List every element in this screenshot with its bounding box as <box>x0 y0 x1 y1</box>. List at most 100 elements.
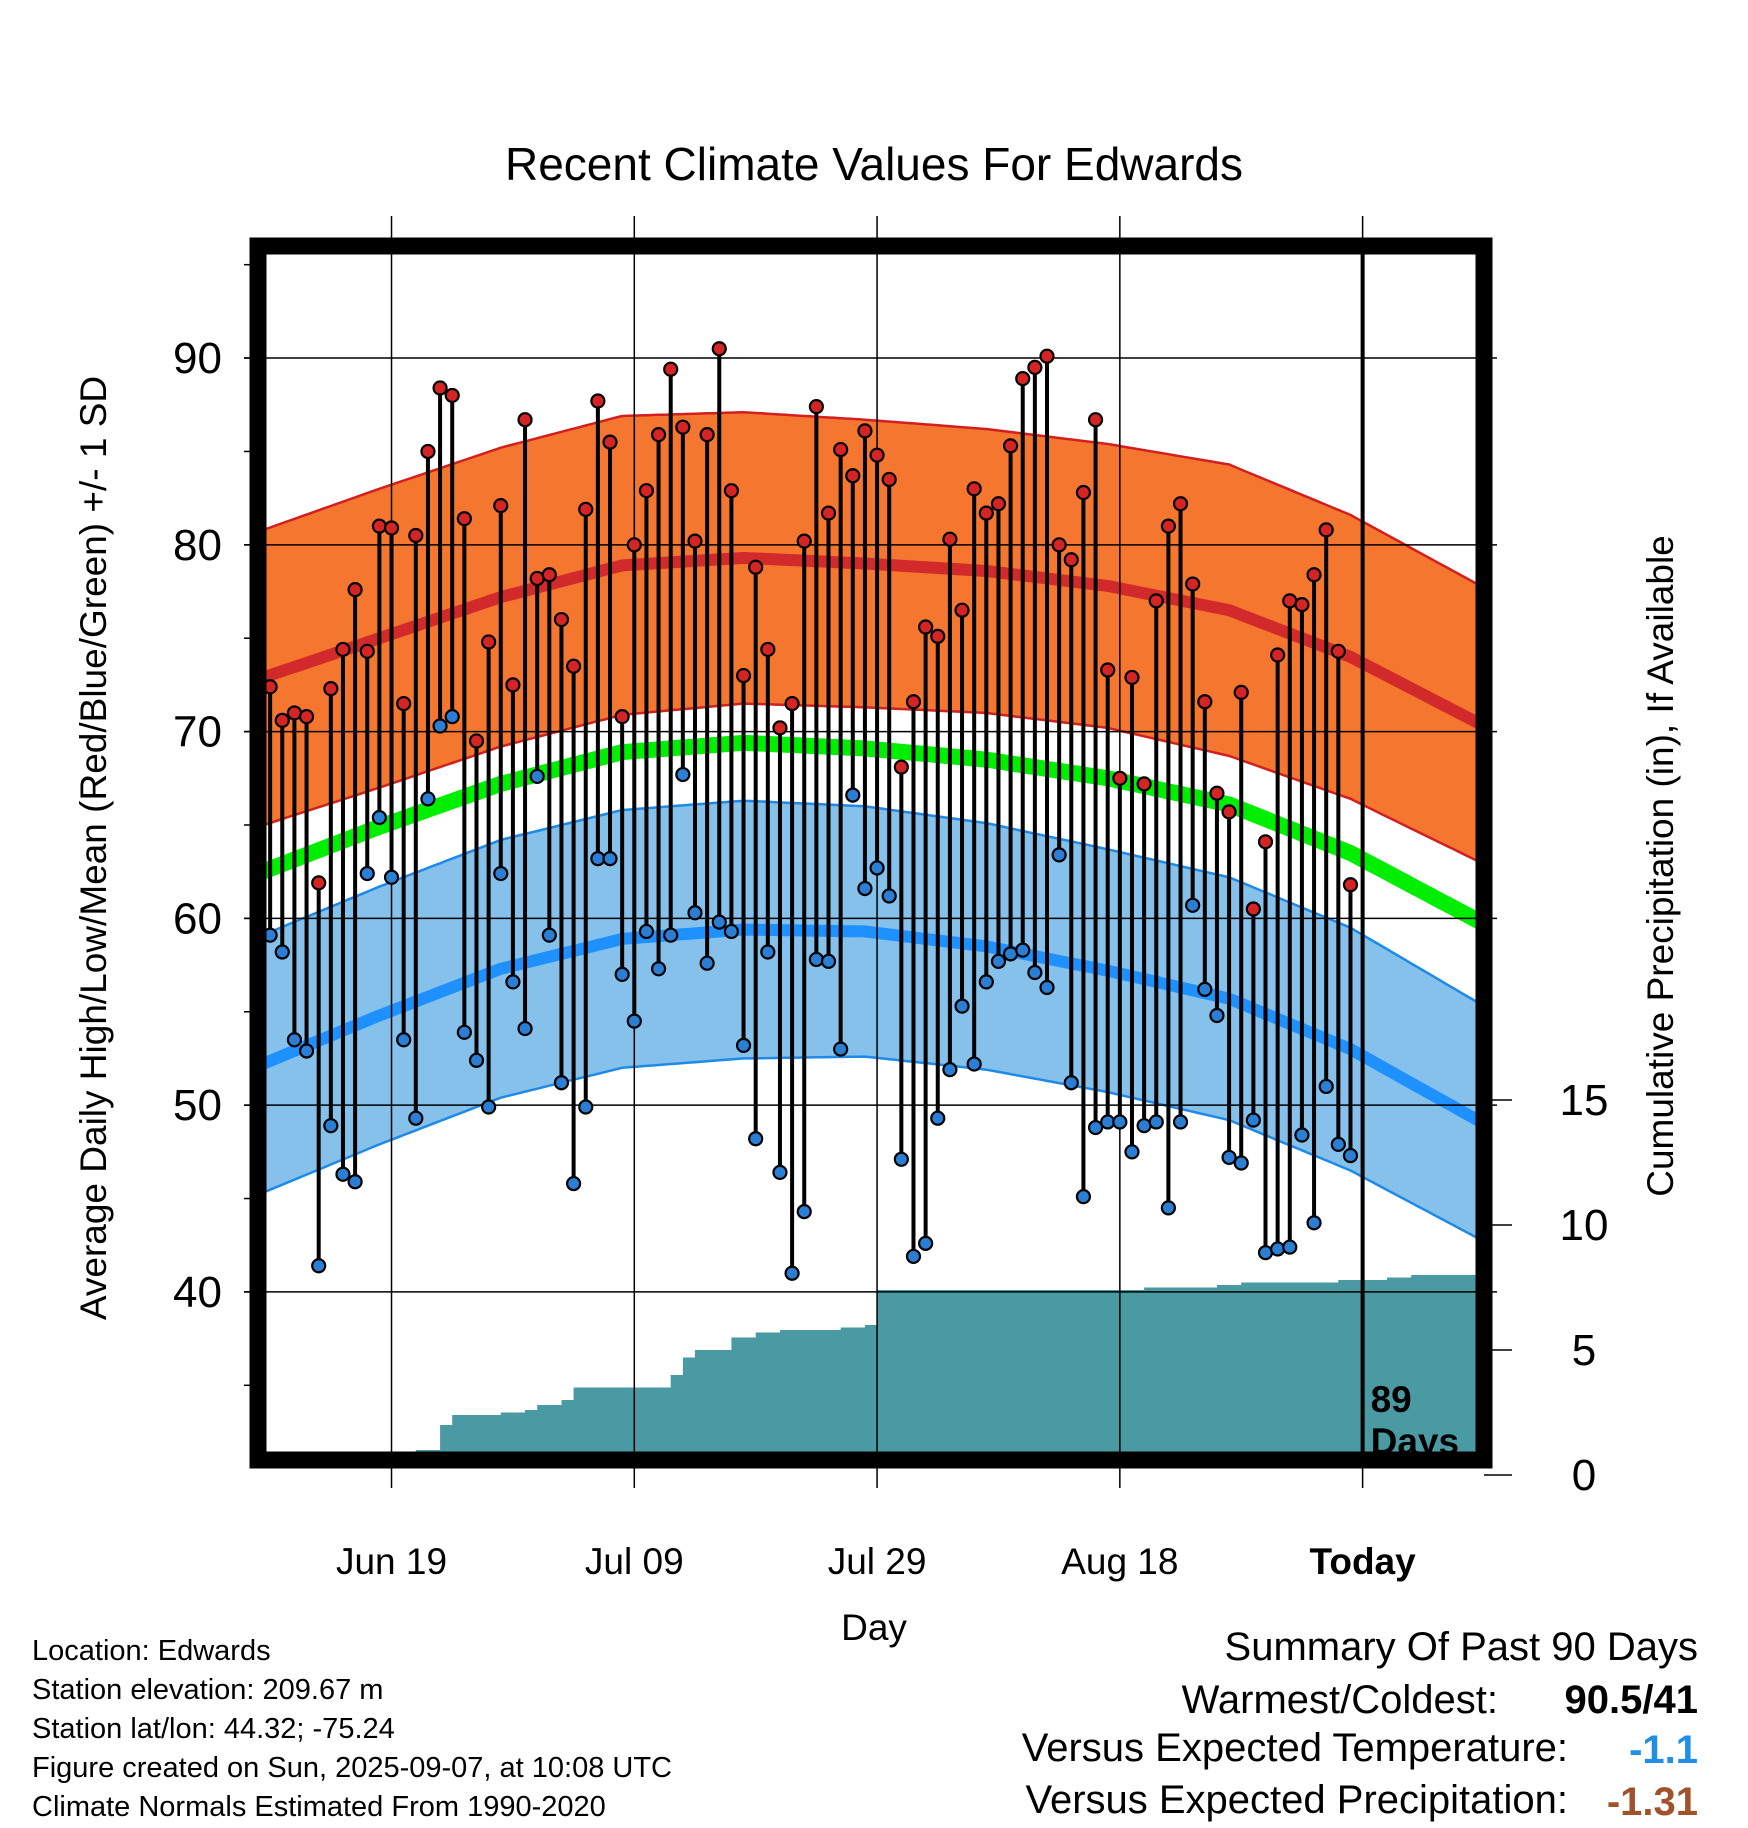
daily-high-point <box>1160 518 1176 534</box>
low-sd-band <box>258 800 1484 1242</box>
y2-tick-label: 15 <box>1560 1076 1609 1125</box>
daily-low-point <box>298 1043 315 1059</box>
daily-low-point <box>930 1110 946 1126</box>
daily-low-point <box>541 927 557 943</box>
daily-low-point <box>1112 1114 1128 1130</box>
daily-high-point <box>760 641 776 658</box>
daily-high-point <box>1051 537 1067 553</box>
daily-high-point <box>1148 593 1164 609</box>
high-sd-band-upper-edge <box>258 410 1484 589</box>
daily-high-point <box>408 527 424 544</box>
daily-low-point <box>1075 1189 1092 1205</box>
daily-high-point <box>1075 484 1092 501</box>
daily-low-point <box>796 1203 812 1220</box>
daily-low-point <box>274 944 290 960</box>
daily-high-point <box>650 427 667 443</box>
daily-high-point <box>286 705 303 721</box>
daily-high-point <box>529 570 545 587</box>
daily-low-point <box>990 953 1007 969</box>
daily-low-point <box>1257 1245 1274 1261</box>
daily-high-point <box>1221 804 1237 820</box>
daily-low-point <box>517 1020 533 1037</box>
daily-low-point <box>1330 1136 1346 1152</box>
daily-high-point <box>663 361 679 377</box>
warmest-coldest-label: Warmest/Coldest: <box>1181 1678 1498 1722</box>
daily-low-point <box>432 718 448 734</box>
daily-low-point <box>323 1118 339 1134</box>
daily-low-point <box>893 1151 909 1167</box>
daily-high-point <box>1197 694 1213 710</box>
daily-high-point <box>772 720 788 736</box>
y-tick-label: 40 <box>173 1268 222 1317</box>
daily-high-point <box>735 667 752 684</box>
y-tick-label: 50 <box>173 1081 222 1130</box>
daily-high-point <box>468 733 485 749</box>
normals-period-text: Climate Normals Estimated From 1990-2020 <box>32 1791 606 1823</box>
daily-high-point <box>335 641 351 658</box>
daily-high-point <box>881 471 897 488</box>
daily-high-point <box>1100 662 1116 678</box>
daily-high-point <box>1282 593 1298 609</box>
daily-low-point <box>1039 979 1055 996</box>
daily-high-point <box>1112 770 1128 786</box>
daily-low-point <box>1027 964 1043 981</box>
daily-low-point <box>286 1032 303 1048</box>
daily-low-point <box>966 1056 982 1072</box>
daily-high-point <box>893 759 909 775</box>
temp-departure-value: -1.1 <box>1629 1728 1698 1772</box>
daily-low-point <box>335 1166 351 1182</box>
daily-low-point <box>408 1110 424 1126</box>
daily-low-point <box>1209 1007 1225 1024</box>
today-annotation: 89 <box>1371 1379 1412 1420</box>
daily-high-point <box>1306 567 1322 583</box>
daily-low-point <box>444 709 460 725</box>
daily-high-point <box>602 434 618 450</box>
daily-high-point <box>1063 552 1079 568</box>
y-tick-label: 60 <box>173 894 222 943</box>
location-text: Location: Edwards <box>32 1635 271 1667</box>
daily-low-point <box>638 923 655 940</box>
daily-low-point <box>1002 946 1019 962</box>
daily-high-point <box>493 498 509 514</box>
daily-high-point <box>1342 877 1359 893</box>
daily-low-point <box>1124 1144 1140 1160</box>
y2-tick-label: 10 <box>1560 1201 1609 1250</box>
daily-high-point <box>784 695 800 712</box>
precip-departure-label: Versus Expected Precipitation: <box>1025 1778 1568 1822</box>
daily-low-point <box>820 953 837 969</box>
y-tick-label: 90 <box>173 334 222 383</box>
x-tick-label: Today <box>1310 1541 1417 1582</box>
daily-high-point <box>1209 785 1225 801</box>
x-tick-label: Jul 09 <box>585 1541 684 1582</box>
daily-high-point <box>578 501 594 517</box>
daily-high-point <box>869 447 885 463</box>
daily-low-point <box>942 1062 958 1078</box>
daily-high-point <box>505 677 521 693</box>
daily-high-point <box>978 505 994 521</box>
daily-high-point <box>1039 348 1055 364</box>
daily-high-point <box>723 483 740 499</box>
daily-low-point <box>711 914 727 930</box>
daily-low-point <box>869 860 885 876</box>
daily-high-point <box>614 709 630 725</box>
daily-high-point <box>796 533 812 549</box>
daily-high-point <box>833 441 849 458</box>
daily-high-point <box>1124 669 1140 686</box>
daily-low-point <box>918 1235 934 1251</box>
daily-high-point <box>990 496 1007 512</box>
daily-high-point <box>274 712 290 728</box>
daily-low-point <box>808 951 824 968</box>
daily-low-point <box>784 1265 800 1281</box>
daily-low-point <box>383 869 400 885</box>
daily-high-point <box>1318 522 1334 538</box>
daily-low-point <box>748 1131 764 1147</box>
temp-departure-label: Versus Expected Temperature: <box>1021 1726 1568 1770</box>
daily-low-point <box>1197 981 1213 997</box>
daily-low-point <box>1051 847 1067 863</box>
daily-low-point <box>578 1099 594 1115</box>
daily-low-point <box>1318 1078 1334 1095</box>
x-tick-label: Jun 19 <box>336 1541 447 1582</box>
daily-low-point <box>675 766 691 783</box>
daily-low-point <box>566 1175 582 1192</box>
